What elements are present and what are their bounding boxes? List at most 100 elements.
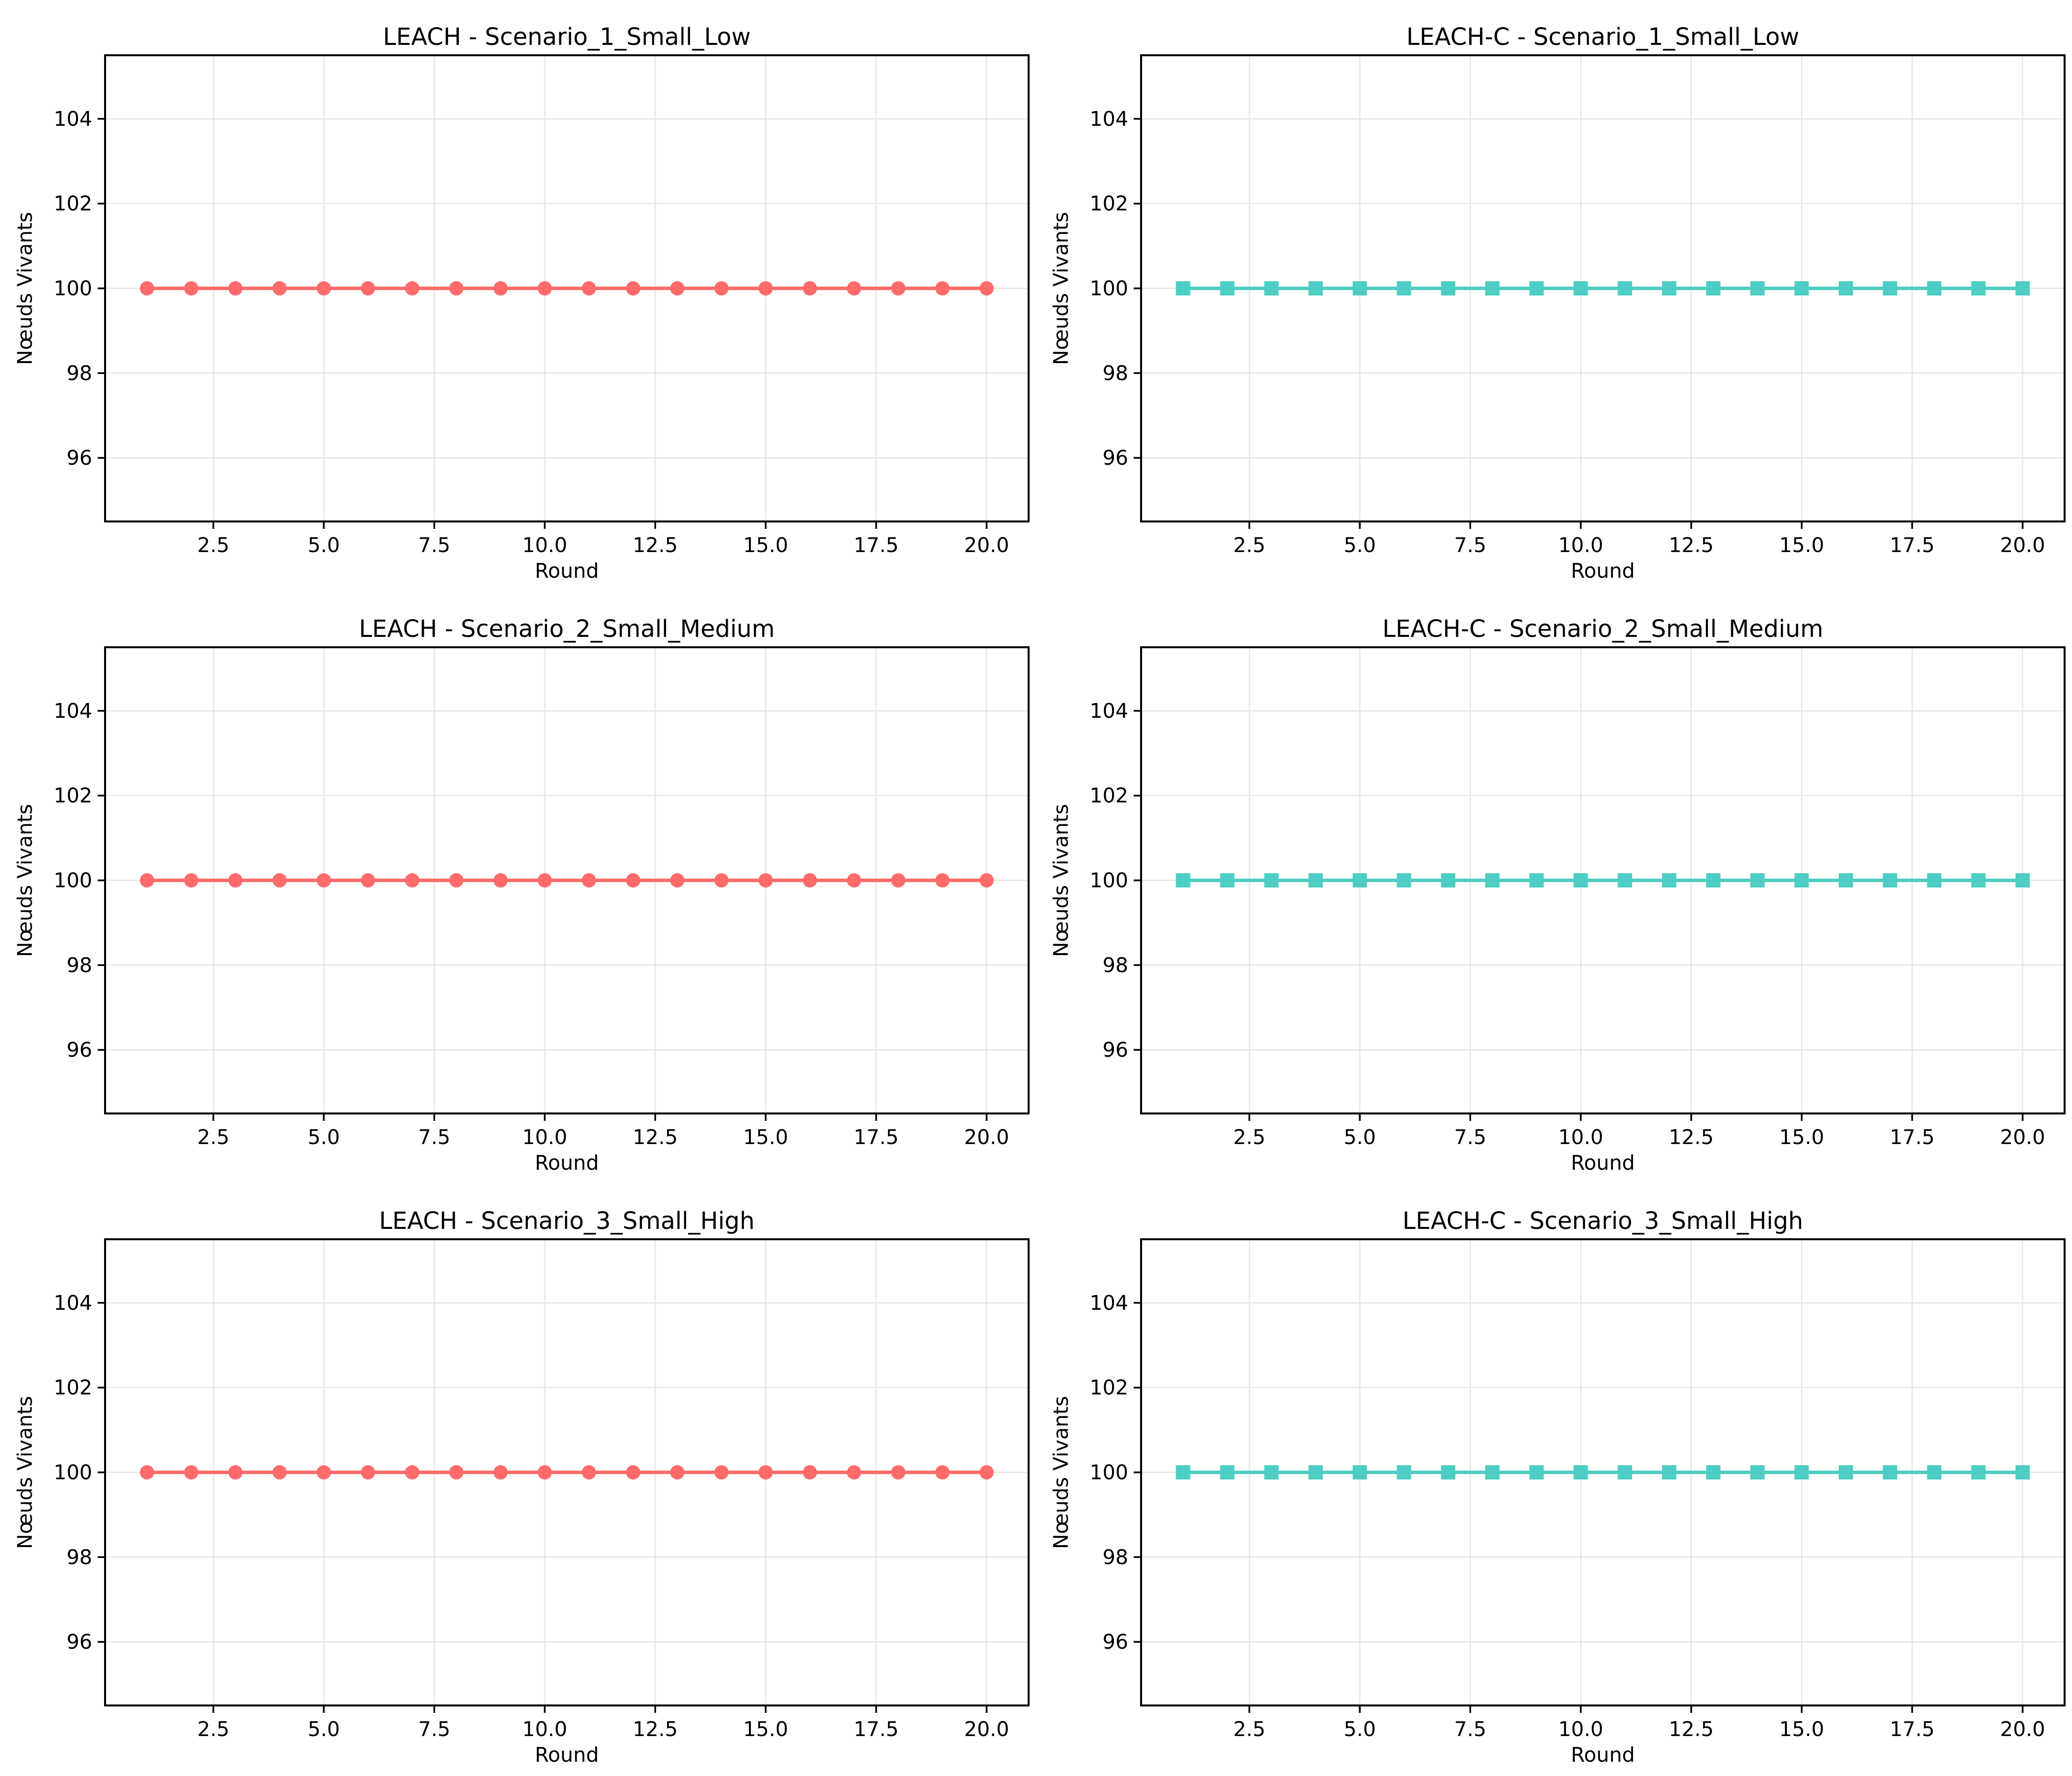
data-point — [1706, 873, 1721, 888]
x-tick-label: 12.5 — [632, 1125, 677, 1149]
y-tick-label: 104 — [54, 1291, 92, 1315]
data-point — [714, 1465, 729, 1480]
chart-canvas: 2.5 5.0 7.5 10.0 12.5 15.0 17.5 20.0 96 98 100 102 1… — [0, 1184, 1036, 1776]
x-tick-label: 12.5 — [632, 1717, 677, 1741]
x-tick-label: 20.0 — [964, 1717, 1009, 1741]
data-point — [1927, 1465, 1942, 1480]
data-point — [449, 873, 464, 888]
data-point — [758, 1465, 773, 1480]
x-tick-label: 10.0 — [1558, 533, 1603, 557]
data-point — [1839, 873, 1853, 888]
plot-background — [0, 592, 1036, 1184]
data-point — [891, 281, 906, 296]
data-point — [979, 1465, 994, 1480]
data-point — [935, 1465, 950, 1480]
axes-frame — [1140, 54, 2066, 522]
chart-title: LEACH-C - Scenario_3_Small_High — [1402, 1207, 1804, 1235]
subplot-leach-scenario-2: 2.5 5.0 7.5 10.0 12.5 15.0 17.5 20.0 96 98 100 102 1… — [0, 592, 1036, 1184]
data-point — [935, 873, 950, 888]
data-point — [1264, 873, 1279, 888]
y-tick-label: 98 — [1103, 361, 1128, 385]
data-point — [1308, 873, 1323, 888]
x-tick-label: 17.5 — [853, 533, 898, 557]
data-point — [1839, 281, 1853, 296]
y-tick-label: 102 — [1090, 192, 1128, 216]
data-point — [1308, 1465, 1323, 1480]
y-tick-label: 102 — [1090, 784, 1128, 808]
plot-background — [1036, 0, 2072, 592]
x-tick-label: 15.0 — [1779, 533, 1824, 557]
subplot-leach-scenario-1: 2.5 5.0 7.5 10.0 12.5 15.0 17.5 20.0 96 98 100 102 1… — [0, 0, 1036, 592]
data-point — [1573, 281, 1588, 296]
x-tick-label: 15.0 — [743, 1717, 788, 1741]
data-point — [1794, 281, 1809, 296]
data-point — [935, 281, 950, 296]
x-tick-label: 12.5 — [632, 533, 677, 557]
data-point — [1618, 281, 1632, 296]
data-point — [714, 873, 729, 888]
data-point — [228, 873, 243, 888]
chart-title: LEACH-C - Scenario_2_Small_Medium — [1382, 615, 1823, 643]
x-tick-label: 7.5 — [418, 1717, 450, 1741]
tick-marks — [1134, 118, 2024, 529]
data-point — [184, 1465, 199, 1480]
data-point — [1441, 1465, 1456, 1480]
y-axis-label: Nœuds Vivants — [13, 1396, 37, 1549]
data-point — [1883, 873, 1897, 888]
data-point — [316, 281, 331, 296]
x-tick-label: 2.5 — [197, 533, 229, 557]
x-tick-label: 15.0 — [743, 1125, 788, 1149]
y-tick-label: 102 — [1090, 1376, 1128, 1400]
data-point — [891, 873, 906, 888]
data-point — [979, 281, 994, 296]
data-point — [1441, 281, 1456, 296]
x-tick-label: 5.0 — [308, 1125, 340, 1149]
x-tick-label: 10.0 — [522, 1125, 567, 1149]
data-point — [1750, 281, 1765, 296]
data-point — [2015, 281, 2030, 296]
y-tick-label: 104 — [1090, 699, 1128, 723]
y-tick-label: 100 — [54, 277, 92, 300]
data-point — [1176, 281, 1190, 296]
data-point — [1176, 1465, 1190, 1480]
x-tick-label: 17.5 — [1889, 1125, 1934, 1149]
y-tick-label: 96 — [67, 1038, 92, 1062]
subplot-leach-c-scenario-1: 2.5 5.0 7.5 10.0 12.5 15.0 17.5 20.0 96 98 100 102 1… — [1036, 0, 2072, 592]
data-point — [582, 1465, 596, 1480]
x-tick-label: 20.0 — [964, 1125, 1009, 1149]
data-point — [1352, 1465, 1367, 1480]
x-axis-label: Round — [535, 559, 599, 583]
data-point — [449, 281, 464, 296]
data-point — [670, 873, 685, 888]
y-axis-label: Nœuds Vivants — [1049, 212, 1073, 365]
x-tick-label: 2.5 — [197, 1125, 229, 1149]
x-tick-label: 20.0 — [2000, 1125, 2045, 1149]
y-tick-label: 98 — [67, 953, 92, 977]
data-point — [2015, 1465, 2030, 1480]
data-point — [670, 281, 685, 296]
data-point — [405, 873, 420, 888]
data-markers-leach — [140, 281, 994, 296]
y-tick-label: 96 — [1103, 1630, 1128, 1654]
x-tick-label: 12.5 — [1668, 1717, 1713, 1741]
axes-frame — [104, 1238, 1030, 1706]
x-tick-label: 20.0 — [2000, 1717, 2045, 1741]
data-markers-leach — [140, 873, 994, 888]
y-tick-label: 100 — [54, 869, 92, 892]
x-tick-label: 17.5 — [853, 1717, 898, 1741]
data-markers-leach-c — [1176, 1465, 2030, 1480]
plot-background — [1036, 1184, 2072, 1776]
y-tick-label: 104 — [1090, 1291, 1128, 1315]
data-point — [184, 281, 199, 296]
data-point — [361, 281, 375, 296]
data-point — [493, 1465, 508, 1480]
data-point — [1441, 873, 1456, 888]
data-point — [361, 873, 375, 888]
data-point — [1529, 1465, 1544, 1480]
x-tick-label: 5.0 — [308, 1717, 340, 1741]
x-tick-label: 2.5 — [1233, 1717, 1265, 1741]
data-point — [1618, 873, 1632, 888]
x-tick-label: 15.0 — [1779, 1125, 1824, 1149]
data-point — [1176, 873, 1190, 888]
